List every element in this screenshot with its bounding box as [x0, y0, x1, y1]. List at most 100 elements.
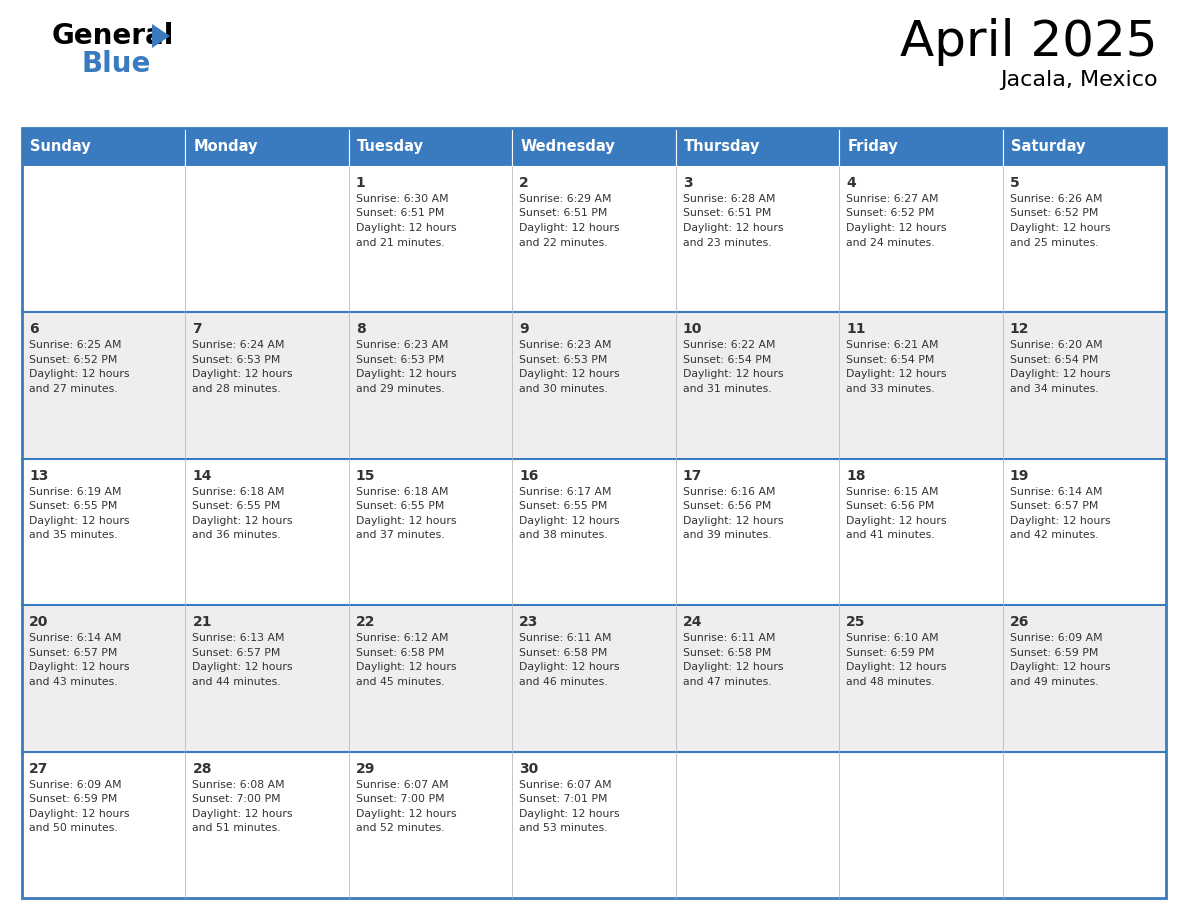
- Text: and 50 minutes.: and 50 minutes.: [29, 823, 118, 834]
- Text: 28: 28: [192, 762, 211, 776]
- Bar: [839, 459, 1003, 605]
- Bar: [1003, 312, 1165, 459]
- Text: Daylight: 12 hours: Daylight: 12 hours: [356, 516, 456, 526]
- Text: Sunset: 6:55 PM: Sunset: 6:55 PM: [519, 501, 607, 511]
- Bar: [23, 128, 1165, 898]
- Text: 9: 9: [519, 322, 529, 336]
- Text: Sunrise: 6:23 AM: Sunrise: 6:23 AM: [356, 341, 448, 351]
- Text: and 30 minutes.: and 30 minutes.: [519, 384, 608, 394]
- Text: and 25 minutes.: and 25 minutes.: [1010, 238, 1098, 248]
- Text: and 43 minutes.: and 43 minutes.: [29, 677, 118, 687]
- Text: 12: 12: [1010, 322, 1029, 336]
- Text: and 36 minutes.: and 36 minutes.: [192, 531, 282, 541]
- Text: Daylight: 12 hours: Daylight: 12 hours: [192, 662, 293, 672]
- Text: Sunrise: 6:18 AM: Sunrise: 6:18 AM: [192, 487, 285, 497]
- Text: 6: 6: [29, 322, 39, 336]
- Text: Sunset: 6:52 PM: Sunset: 6:52 PM: [29, 355, 118, 364]
- Text: and 44 minutes.: and 44 minutes.: [192, 677, 282, 687]
- Text: Daylight: 12 hours: Daylight: 12 hours: [683, 369, 783, 379]
- Text: Sunrise: 6:25 AM: Sunrise: 6:25 AM: [29, 341, 121, 351]
- Text: Sunset: 6:57 PM: Sunset: 6:57 PM: [192, 648, 280, 657]
- Text: and 39 minutes.: and 39 minutes.: [683, 531, 771, 541]
- Text: and 34 minutes.: and 34 minutes.: [1010, 384, 1098, 394]
- Bar: [23, 166, 185, 312]
- Bar: [349, 459, 512, 605]
- Bar: [23, 459, 185, 605]
- Text: Daylight: 12 hours: Daylight: 12 hours: [192, 369, 293, 379]
- Bar: [512, 128, 676, 166]
- Text: and 48 minutes.: and 48 minutes.: [846, 677, 935, 687]
- Text: Daylight: 12 hours: Daylight: 12 hours: [683, 516, 783, 526]
- Text: Daylight: 12 hours: Daylight: 12 hours: [356, 662, 456, 672]
- Bar: [676, 128, 839, 166]
- Text: Sunday: Sunday: [30, 140, 91, 154]
- Text: 22: 22: [356, 615, 375, 629]
- Text: Daylight: 12 hours: Daylight: 12 hours: [356, 369, 456, 379]
- Text: Daylight: 12 hours: Daylight: 12 hours: [1010, 662, 1110, 672]
- Text: Sunset: 6:53 PM: Sunset: 6:53 PM: [192, 355, 280, 364]
- Text: 13: 13: [29, 469, 49, 483]
- Bar: [1003, 128, 1165, 166]
- Text: Sunset: 6:56 PM: Sunset: 6:56 PM: [683, 501, 771, 511]
- Text: Sunset: 6:51 PM: Sunset: 6:51 PM: [519, 208, 607, 218]
- Text: Sunset: 6:51 PM: Sunset: 6:51 PM: [683, 208, 771, 218]
- Text: Daylight: 12 hours: Daylight: 12 hours: [519, 662, 620, 672]
- Text: Sunrise: 6:21 AM: Sunrise: 6:21 AM: [846, 341, 939, 351]
- Text: 21: 21: [192, 615, 211, 629]
- Bar: [839, 312, 1003, 459]
- Text: Daylight: 12 hours: Daylight: 12 hours: [192, 809, 293, 819]
- Text: Sunrise: 6:13 AM: Sunrise: 6:13 AM: [192, 633, 285, 644]
- Text: 24: 24: [683, 615, 702, 629]
- Text: and 46 minutes.: and 46 minutes.: [519, 677, 608, 687]
- Text: 29: 29: [356, 762, 375, 776]
- Text: Daylight: 12 hours: Daylight: 12 hours: [846, 223, 947, 233]
- Bar: [1003, 752, 1165, 898]
- Text: Daylight: 12 hours: Daylight: 12 hours: [846, 516, 947, 526]
- Text: Daylight: 12 hours: Daylight: 12 hours: [356, 809, 456, 819]
- Text: Daylight: 12 hours: Daylight: 12 hours: [519, 809, 620, 819]
- Bar: [185, 605, 349, 752]
- Bar: [1003, 459, 1165, 605]
- Text: Sunset: 6:53 PM: Sunset: 6:53 PM: [519, 355, 607, 364]
- Bar: [349, 128, 512, 166]
- Text: Sunset: 6:58 PM: Sunset: 6:58 PM: [356, 648, 444, 657]
- Text: Sunrise: 6:14 AM: Sunrise: 6:14 AM: [1010, 487, 1102, 497]
- Text: Sunrise: 6:12 AM: Sunrise: 6:12 AM: [356, 633, 448, 644]
- Text: Sunset: 6:55 PM: Sunset: 6:55 PM: [356, 501, 444, 511]
- Text: 20: 20: [29, 615, 49, 629]
- Text: 3: 3: [683, 176, 693, 190]
- Text: Sunrise: 6:19 AM: Sunrise: 6:19 AM: [29, 487, 121, 497]
- Text: Sunset: 7:01 PM: Sunset: 7:01 PM: [519, 794, 608, 804]
- Text: Sunrise: 6:14 AM: Sunrise: 6:14 AM: [29, 633, 121, 644]
- Text: 10: 10: [683, 322, 702, 336]
- Text: Sunrise: 6:09 AM: Sunrise: 6:09 AM: [1010, 633, 1102, 644]
- Bar: [839, 166, 1003, 312]
- Bar: [23, 128, 185, 166]
- Bar: [1003, 605, 1165, 752]
- Text: and 47 minutes.: and 47 minutes.: [683, 677, 771, 687]
- Text: and 53 minutes.: and 53 minutes.: [519, 823, 608, 834]
- Bar: [839, 605, 1003, 752]
- Text: Daylight: 12 hours: Daylight: 12 hours: [519, 369, 620, 379]
- Text: Sunset: 6:52 PM: Sunset: 6:52 PM: [846, 208, 935, 218]
- Text: Sunrise: 6:27 AM: Sunrise: 6:27 AM: [846, 194, 939, 204]
- Text: Daylight: 12 hours: Daylight: 12 hours: [846, 662, 947, 672]
- Text: 26: 26: [1010, 615, 1029, 629]
- Text: Daylight: 12 hours: Daylight: 12 hours: [356, 223, 456, 233]
- Bar: [512, 166, 676, 312]
- Text: General: General: [52, 22, 175, 50]
- Text: Sunset: 6:58 PM: Sunset: 6:58 PM: [519, 648, 607, 657]
- Bar: [676, 459, 839, 605]
- Text: Thursday: Thursday: [684, 140, 760, 154]
- Text: 1: 1: [356, 176, 366, 190]
- Text: Sunset: 6:59 PM: Sunset: 6:59 PM: [1010, 648, 1098, 657]
- Text: Sunset: 6:53 PM: Sunset: 6:53 PM: [356, 355, 444, 364]
- Bar: [349, 605, 512, 752]
- Text: Daylight: 12 hours: Daylight: 12 hours: [29, 662, 129, 672]
- Bar: [185, 459, 349, 605]
- Text: 4: 4: [846, 176, 855, 190]
- Text: Friday: Friday: [847, 140, 898, 154]
- Text: 14: 14: [192, 469, 211, 483]
- Text: and 52 minutes.: and 52 minutes.: [356, 823, 444, 834]
- Bar: [512, 459, 676, 605]
